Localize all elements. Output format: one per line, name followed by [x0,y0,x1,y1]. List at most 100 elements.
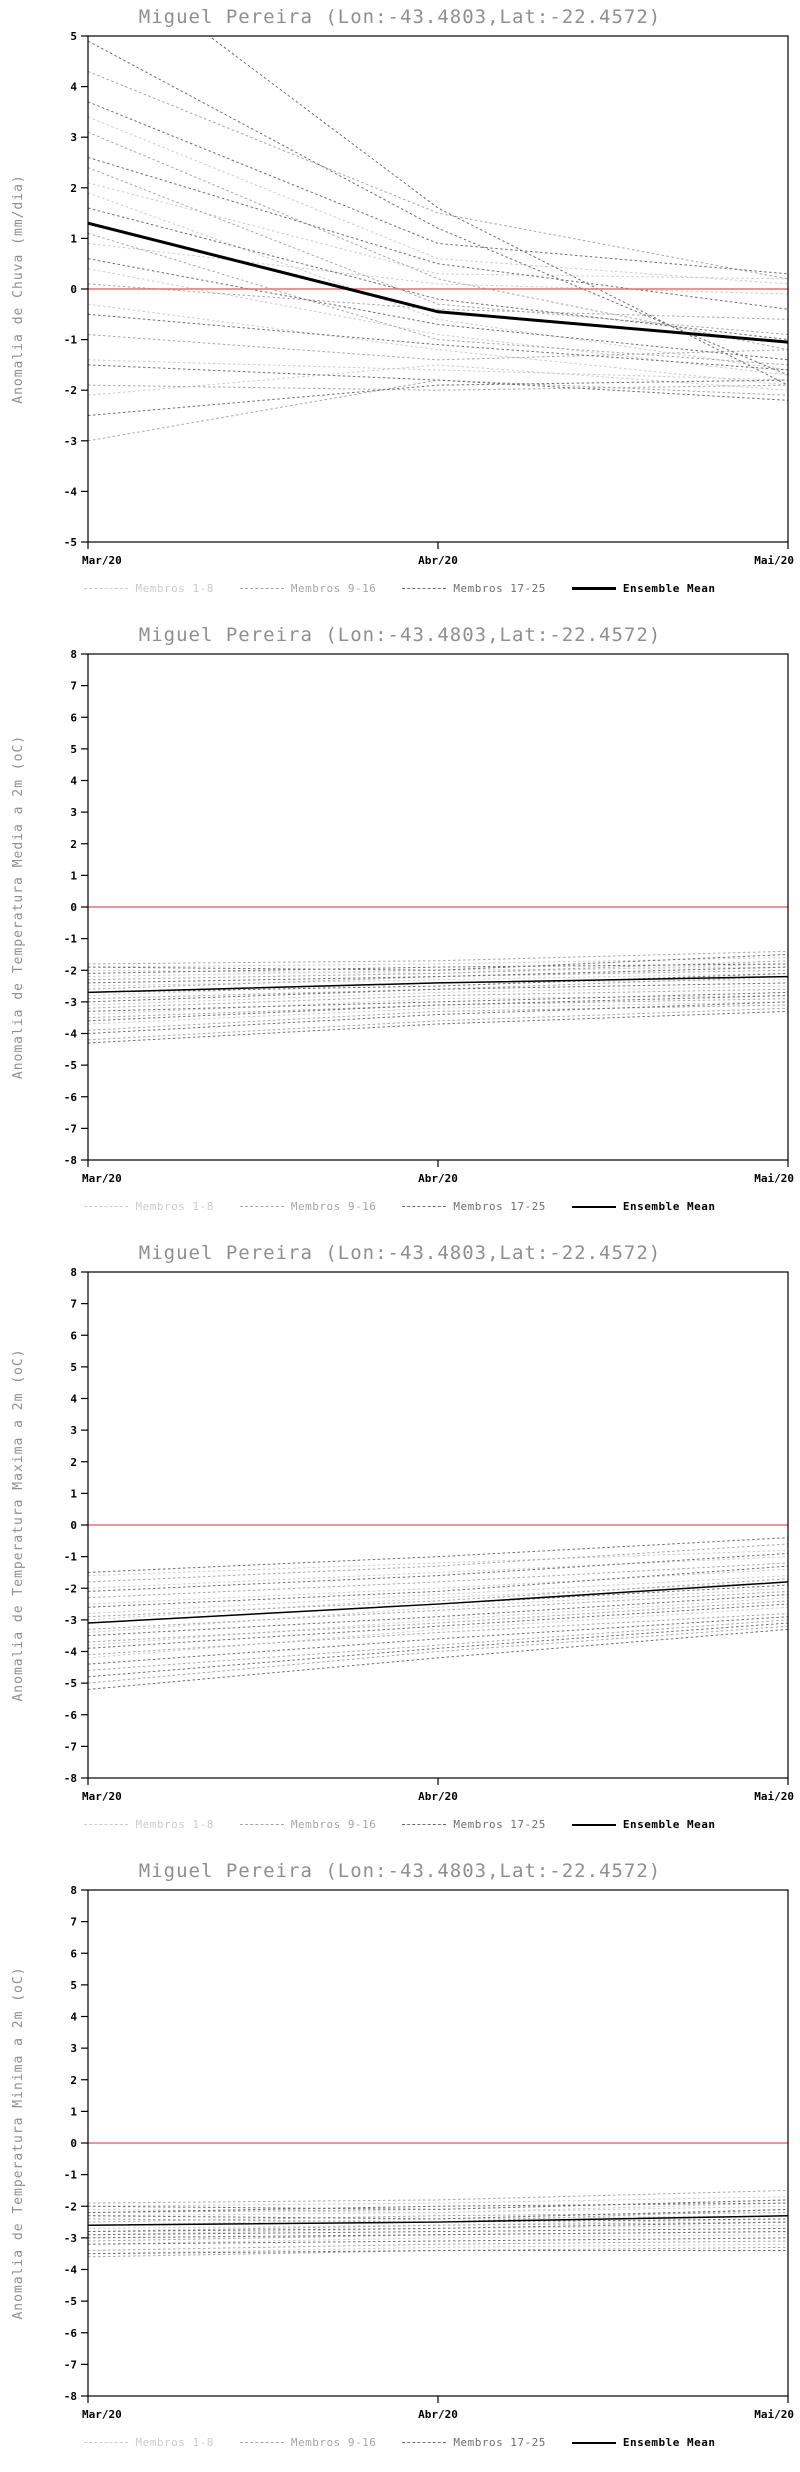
chart-title: Miguel Pereira (Lon:-43.4803,Lat:-22.457… [138,6,662,28]
y-tick-label: -6 [64,1091,78,1104]
x-tick-label: Mai/20 [754,554,794,567]
y-tick-label: 3 [70,131,77,144]
member-line [88,384,788,391]
member-line [88,379,788,416]
member-line [88,1543,788,1583]
y-tick-label: 1 [70,232,77,245]
y-tick-label: -5 [64,1677,77,1690]
member-line [88,1007,788,1041]
member-line [88,950,788,965]
legend-label: Membros 9-16 [290,2436,377,2449]
member-line [88,1606,788,1659]
y-tick-label: -3 [64,996,77,1009]
member-line [88,116,788,285]
y-tick-label: 1 [70,869,77,882]
ensemble-mean-line [88,2214,788,2226]
member-line [88,1562,788,1599]
member-line [88,364,788,401]
y-tick-label: 8 [70,1884,77,1897]
member-line [88,985,788,1006]
member-line [88,2250,788,2255]
member-line [88,1001,788,1025]
legend-label: Membros 9-16 [290,582,377,595]
y-axis-label: Anomalia de Chuva (mm/dia) [11,174,26,404]
x-tick-label: Abr/20 [418,554,458,567]
member-line [88,963,788,974]
y-tick-label: -2 [64,2200,77,2213]
series-group [88,36,788,442]
member-line [88,1568,788,1605]
member-line [88,1603,788,1649]
y-tick-label: 7 [70,1916,77,1929]
member-line [88,957,788,968]
legend-label: Membros 17-25 [453,582,546,595]
y-tick-label: -1 [64,2169,78,2182]
legend-item: Membros 17-25 [402,1818,546,1831]
member-line [88,1575,788,1615]
y-tick-label: -8 [64,2390,77,2403]
member-line [88,1578,788,1618]
y-tick-label: -7 [64,1740,77,1753]
legend-line-sample [571,1823,616,1826]
y-tick-label: 0 [70,2137,77,2150]
y-tick-label: 5 [70,1361,77,1374]
member-line [88,1600,788,1643]
member-line [88,1552,788,1592]
member-line [88,1625,788,1684]
y-axis-label: Anomalia de Temperatura Maxima a 2m (oC) [11,1348,26,1701]
legend-label: Membros 17-25 [453,1818,546,1831]
y-tick-label: -3 [64,2232,77,2245]
member-line [88,1628,788,1690]
legend-line-sample [84,1206,129,1207]
member-line [88,1590,788,1630]
member-line [88,364,788,396]
y-tick-label: 6 [70,1947,77,1960]
legend-line-sample [571,587,616,590]
y-tick-label: 0 [70,901,77,914]
legend-item: Membros 9-16 [239,2436,377,2449]
member-line [88,1565,788,1608]
member-line [88,258,788,361]
member-line [88,2231,788,2239]
chart-legend: Membros 1-8 Membros 9-16 Membros 17-25 E… [0,1200,800,1213]
legend-line-sample [84,588,129,589]
member-line [88,156,788,310]
y-tick-label: -4 [64,485,78,498]
member-line [88,131,788,351]
y-tick-label: -7 [64,1122,77,1135]
y-tick-label: 4 [70,775,77,788]
y-tick-label: -1 [64,1551,78,1564]
y-tick-label: 8 [70,1266,77,1279]
y-axis-label: Anomalia de Temperatura Minima a 2m (oC) [11,1966,26,2319]
legend-label: Membros 17-25 [453,1200,546,1213]
y-tick-label: 2 [70,838,77,851]
member-line [88,334,788,361]
y-tick-label: 2 [70,182,77,195]
legend-item: Membros 17-25 [402,1200,546,1213]
chart-panel-chuva: Miguel Pereira (Lon:-43.4803,Lat:-22.457… [0,0,800,618]
y-tick-label: -2 [64,384,77,397]
member-line [88,1616,788,1665]
y-tick-label: -1 [64,334,78,347]
legend-line-sample [402,1824,447,1825]
y-tick-label: 7 [70,680,77,693]
y-tick-label: 4 [70,2011,77,2024]
member-line [88,972,788,987]
y-tick-label: 5 [70,743,77,756]
legend-label: Membros 9-16 [290,1818,377,1831]
member-line [88,2196,788,2207]
y-tick-label: -2 [64,1582,77,1595]
y-tick-label: 1 [70,1487,77,1500]
member-line [88,2243,788,2255]
chart-legend: Membros 1-8 Membros 9-16 Membros 17-25 E… [0,1818,800,1831]
y-tick-label: -1 [64,933,78,946]
member-line [88,2208,788,2220]
legend-label: Membros 1-8 [135,582,214,595]
chart-title: Miguel Pereira (Lon:-43.4803,Lat:-22.457… [138,624,662,646]
chart-plot: Anomalia de Temperatura Maxima a 2m (oC)… [11,1266,794,1803]
legend-line-sample [239,1824,284,1825]
chart-panel-temp-minima: Miguel Pereira (Lon:-43.4803,Lat:-22.457… [0,1854,800,2472]
legend-label: Membros 9-16 [290,1200,377,1213]
y-tick-label: 1 [70,2105,77,2118]
x-tick-label: Mar/20 [82,2408,122,2421]
